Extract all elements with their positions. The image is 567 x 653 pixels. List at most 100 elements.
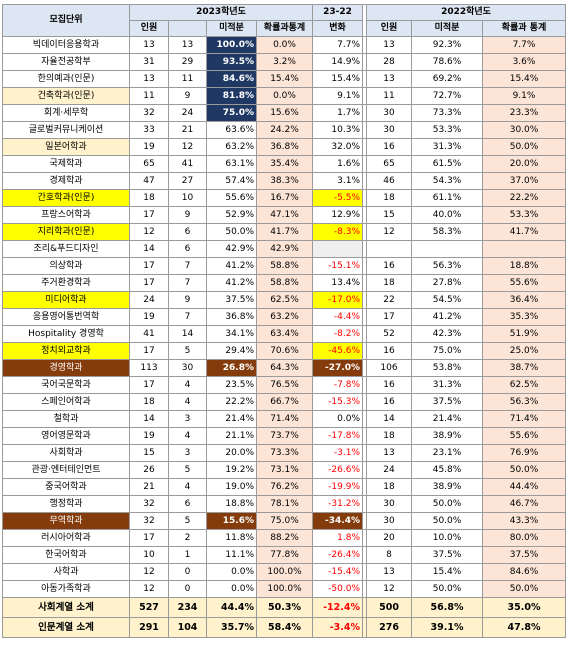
change-cell: -17.0% bbox=[312, 291, 364, 309]
calculus-count-2023-cell: 2 bbox=[168, 529, 207, 547]
change-cell: -15.1% bbox=[312, 257, 364, 275]
header-enrolled-2022: 인원 bbox=[366, 20, 413, 37]
table-row: 관광·엔터테인먼트 26 5 19.2% 73.1% -26.6% 24 45.8% 50.0% bbox=[2, 461, 567, 479]
calculus-pct-2022-cell: 15.4% bbox=[411, 563, 484, 581]
table-row: 국어국문학과 17 4 23.5% 76.5% -7.8% 16 31.3% 62.5% bbox=[2, 376, 567, 394]
probstat-pct-2022-cell: 56.3% bbox=[482, 393, 567, 411]
probstat-pct-2023-cell: 58.8% bbox=[255, 274, 314, 292]
calculus-pct-2023-cell: 55.6% bbox=[206, 189, 257, 207]
calculus-pct-2023-cell: 36.8% bbox=[206, 308, 257, 326]
probstat-pct-2022-cell: 22.2% bbox=[482, 189, 567, 207]
probstat-pct-2022-cell: 15.4% bbox=[482, 70, 567, 88]
dept-cell: 회계·세무학 bbox=[2, 104, 130, 122]
enrolled-2022-cell: 13 bbox=[366, 36, 413, 54]
table-row: 한국어학과 10 1 11.1% 77.8% -26.4% 8 37.5% 37.5% bbox=[2, 546, 567, 564]
dept-cell: 중국어학과 bbox=[2, 478, 130, 496]
enrolled-2023-cell: 10 bbox=[129, 546, 169, 564]
probstat-pct-2022-cell: 25.0% bbox=[482, 342, 567, 360]
calculus-pct-2022-cell: 50.0% bbox=[411, 495, 484, 513]
dept-cell: 한국어학과 bbox=[2, 546, 130, 564]
calculus-count-2023-cell: 6 bbox=[168, 495, 207, 513]
enrolled-2023-cell: 113 bbox=[129, 359, 169, 377]
table-row: 글로벌커뮤니케이션 33 21 63.6% 24.2% 10.3% 30 53.3% 30.0% bbox=[2, 121, 567, 139]
change-cell: -17.8% bbox=[312, 427, 364, 445]
calculus-count-2023-cell: 5 bbox=[168, 342, 207, 360]
calculus-pct-2022-cell: 27.8% bbox=[411, 274, 484, 292]
calculus-pct-2023-cell: 20.0% bbox=[206, 444, 257, 462]
calculus-count-2023-cell: 41 bbox=[168, 155, 207, 173]
header-probstat-2023: 확률과통계 bbox=[255, 20, 314, 37]
enrolled-2022-cell: 65 bbox=[366, 155, 413, 173]
probstat-pct-2023-cell: 24.2% bbox=[255, 121, 314, 139]
enrolled-2022-cell: 28 bbox=[366, 53, 413, 71]
change-cell: -15.4% bbox=[312, 563, 364, 581]
dept-cell: 영어영문학과 bbox=[2, 427, 130, 445]
enrolled-2023-cell: 26 bbox=[129, 461, 169, 479]
table-row: 미디어학과 24 9 37.5% 62.5% -17.0% 22 54.5% 36.4% bbox=[2, 291, 567, 309]
summary-dept-cell: 사회계열 소계 bbox=[2, 597, 130, 618]
probstat-pct-2023-cell: 0.0% bbox=[255, 36, 314, 54]
enrolled-2023-cell: 65 bbox=[129, 155, 169, 173]
summary-calculus-pct-2023-cell: 44.4% bbox=[206, 597, 257, 618]
calculus-pct-2022-cell: 69.2% bbox=[411, 70, 484, 88]
table-row: 경영학과 113 30 26.8% 64.3% -27.0% 106 53.8% 38.7% bbox=[2, 359, 567, 377]
probstat-pct-2023-cell: 47.1% bbox=[255, 206, 314, 224]
calculus-pct-2022-cell: 72.7% bbox=[411, 87, 484, 105]
dept-cell: 아동가족학과 bbox=[2, 580, 130, 598]
calculus-pct-2022-cell: 42.3% bbox=[411, 325, 484, 343]
change-cell bbox=[312, 240, 364, 258]
enrolled-2022-cell: 30 bbox=[366, 104, 413, 122]
dept-cell: 정치외교학과 bbox=[2, 342, 130, 360]
enrolled-2022-cell: 13 bbox=[366, 563, 413, 581]
table-row: 행정학과 32 6 18.8% 78.1% -31.2% 30 50.0% 46.7% bbox=[2, 495, 567, 513]
enrolled-2023-cell: 33 bbox=[129, 121, 169, 139]
probstat-pct-2022-cell: 76.9% bbox=[482, 444, 567, 462]
enrolled-2022-cell: 16 bbox=[366, 257, 413, 275]
enrolled-2023-cell: 18 bbox=[129, 393, 169, 411]
table-row: 사학과 12 0 0.0% 100.0% -15.4% 13 15.4% 84.6% bbox=[2, 563, 567, 581]
probstat-pct-2022-cell: 43.3% bbox=[482, 512, 567, 530]
header-year-2022: 2022학년도 bbox=[366, 4, 567, 21]
probstat-pct-2022-cell: 20.0% bbox=[482, 155, 567, 173]
table-row: 응용영어통번역학 19 7 36.8% 63.2% -4.4% 17 41.2% 35.3% bbox=[2, 308, 567, 326]
calculus-pct-2022-cell: 40.0% bbox=[411, 206, 484, 224]
probstat-pct-2023-cell: 73.1% bbox=[255, 461, 314, 479]
table-row: 일본어학과 19 12 63.2% 36.8% 32.0% 16 31.3% 50.0% bbox=[2, 138, 567, 156]
probstat-pct-2023-cell: 64.3% bbox=[255, 359, 314, 377]
probstat-pct-2023-cell: 77.8% bbox=[255, 546, 314, 564]
calculus-pct-2023-cell: 81.8% bbox=[206, 87, 257, 105]
enrolled-2023-cell: 19 bbox=[129, 138, 169, 156]
probstat-pct-2023-cell: 76.2% bbox=[255, 478, 314, 496]
probstat-pct-2022-cell: 30.0% bbox=[482, 121, 567, 139]
change-cell: 1.8% bbox=[312, 529, 364, 547]
probstat-pct-2023-cell: 100.0% bbox=[255, 563, 314, 581]
dept-cell: 경제학과 bbox=[2, 172, 130, 190]
calculus-pct-2022-cell: 78.6% bbox=[411, 53, 484, 71]
enrolled-2023-cell: 17 bbox=[129, 342, 169, 360]
enrolled-2022-cell: 20 bbox=[366, 529, 413, 547]
calculus-pct-2023-cell: 57.4% bbox=[206, 172, 257, 190]
enrolled-2022-cell: 30 bbox=[366, 495, 413, 513]
enrolled-2022-cell: 13 bbox=[366, 444, 413, 462]
dept-cell: 사회학과 bbox=[2, 444, 130, 462]
dept-cell: 빅데이터응용학과 bbox=[2, 36, 130, 54]
calculus-count-2023-cell: 0 bbox=[168, 563, 207, 581]
calculus-pct-2023-cell: 19.0% bbox=[206, 478, 257, 496]
probstat-pct-2023-cell: 58.8% bbox=[255, 257, 314, 275]
calculus-pct-2022-cell: 38.9% bbox=[411, 427, 484, 445]
probstat-pct-2023-cell: 73.7% bbox=[255, 427, 314, 445]
enrolled-2022-cell: 13 bbox=[366, 70, 413, 88]
calculus-pct-2023-cell: 84.6% bbox=[206, 70, 257, 88]
change-cell: -19.9% bbox=[312, 478, 364, 496]
enrolled-2022-cell: 24 bbox=[366, 461, 413, 479]
enrolled-2023-cell: 32 bbox=[129, 495, 169, 513]
change-cell: -45.6% bbox=[312, 342, 364, 360]
probstat-pct-2023-cell: 71.4% bbox=[255, 410, 314, 428]
calculus-pct-2022-cell: 58.3% bbox=[411, 223, 484, 241]
calculus-pct-2023-cell: 11.8% bbox=[206, 529, 257, 547]
probstat-pct-2023-cell: 35.4% bbox=[255, 155, 314, 173]
probstat-pct-2023-cell: 63.4% bbox=[255, 325, 314, 343]
summary-calculus-count-2023-cell: 234 bbox=[168, 597, 207, 618]
header-calculus-2022: 미적분 bbox=[411, 20, 484, 37]
enrolled-2022-cell bbox=[366, 240, 413, 258]
